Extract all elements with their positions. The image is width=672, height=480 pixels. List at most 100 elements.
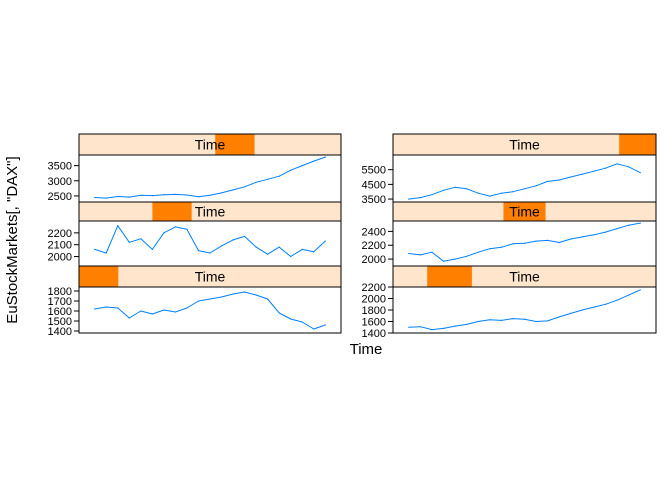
- strip-background: [79, 202, 341, 221]
- series-line: [408, 289, 641, 331]
- data-point: [140, 238, 142, 240]
- y-tick-label: 2000: [362, 254, 386, 266]
- data-point: [616, 299, 618, 301]
- data-point: [442, 189, 445, 191]
- data-point: [255, 181, 257, 183]
- data-point: [324, 240, 326, 242]
- y-tick-label: 3500: [362, 194, 386, 206]
- data-point: [523, 242, 526, 244]
- data-point: [454, 258, 456, 260]
- data-point: [466, 188, 468, 190]
- data-point: [244, 186, 246, 188]
- series-line: [408, 163, 641, 200]
- y-tick-label: 2100: [48, 240, 72, 252]
- y-tick-label: 2000: [48, 252, 72, 264]
- strip-shingle-range: [619, 134, 656, 155]
- data-point: [581, 173, 584, 175]
- data-point: [431, 194, 433, 196]
- data-point: [408, 198, 410, 200]
- data-point: [232, 239, 234, 241]
- data-point: [324, 156, 326, 158]
- y-tick-label: 5500: [362, 165, 386, 177]
- y-tick-label: 3500: [48, 161, 72, 173]
- data-point: [408, 326, 410, 328]
- strip-background: [393, 134, 656, 155]
- data-point: [604, 231, 607, 233]
- data-point: [313, 251, 315, 253]
- strip-label: Time: [195, 204, 226, 220]
- data-point: [558, 179, 560, 181]
- y-axis-title: EuStockMarkets[, "DAX"]: [4, 156, 21, 323]
- data-point: [186, 228, 188, 230]
- strip-shingle-range: [215, 134, 255, 155]
- y-tick-label: 2200: [362, 240, 386, 252]
- data-point: [278, 312, 280, 314]
- data-point: [174, 193, 176, 195]
- data-point: [489, 248, 491, 250]
- data-point: [174, 311, 176, 313]
- data-point: [570, 176, 572, 178]
- data-point: [232, 189, 234, 191]
- data-point: [151, 195, 153, 197]
- strip-shingle-range: [427, 266, 472, 287]
- data-point: [128, 317, 130, 319]
- data-point: [267, 178, 269, 180]
- data-point: [419, 254, 421, 256]
- strip-shingle-range: [79, 266, 119, 287]
- data-point: [94, 248, 96, 250]
- data-point: [186, 194, 188, 196]
- strip-label: Time: [195, 269, 226, 285]
- y-tick-label: 2000: [362, 294, 386, 306]
- data-point: [593, 170, 595, 172]
- data-point: [290, 255, 292, 258]
- y-tick-label: 2200: [362, 282, 386, 294]
- data-point: [570, 312, 572, 314]
- y-tick-label: 3000: [48, 176, 72, 188]
- data-point: [117, 195, 119, 198]
- data-point: [604, 167, 607, 169]
- data-point: [278, 246, 280, 248]
- data-point: [466, 323, 468, 325]
- data-point: [558, 241, 560, 244]
- data-point: [512, 191, 514, 193]
- data-point: [197, 196, 200, 198]
- data-point: [431, 251, 433, 253]
- data-point: [128, 241, 130, 243]
- data-point: [535, 185, 537, 187]
- data-point: [301, 165, 303, 167]
- data-point: [94, 308, 96, 310]
- y-tick-label: 1400: [362, 328, 386, 340]
- data-point: [500, 192, 502, 194]
- y-tick-label: 1400: [48, 326, 72, 338]
- data-point: [301, 321, 303, 323]
- data-point: [628, 294, 630, 296]
- data-point: [570, 238, 572, 240]
- data-point: [197, 300, 200, 302]
- data-point: [639, 222, 641, 224]
- data-point: [105, 197, 107, 199]
- data-point: [324, 324, 326, 326]
- series-line: [94, 225, 326, 257]
- data-point: [419, 197, 421, 199]
- data-point: [278, 175, 280, 177]
- y-tick-label: 2400: [362, 226, 386, 238]
- data-point: [301, 248, 303, 250]
- data-point: [220, 296, 223, 298]
- data-point: [267, 253, 269, 255]
- panel-frame: [78, 154, 342, 203]
- data-point: [255, 246, 257, 248]
- y-tick-label: 2500: [48, 191, 72, 203]
- series-line: [408, 222, 641, 262]
- data-point: [290, 169, 292, 171]
- y-tick-label: 1800: [362, 305, 386, 317]
- data-point: [431, 329, 433, 331]
- data-point: [512, 243, 514, 245]
- strip-shingle-range: [152, 202, 192, 221]
- strip-background: [79, 266, 341, 287]
- data-point: [140, 310, 142, 312]
- data-point: [232, 293, 234, 295]
- data-point: [512, 318, 514, 320]
- data-point: [593, 306, 595, 308]
